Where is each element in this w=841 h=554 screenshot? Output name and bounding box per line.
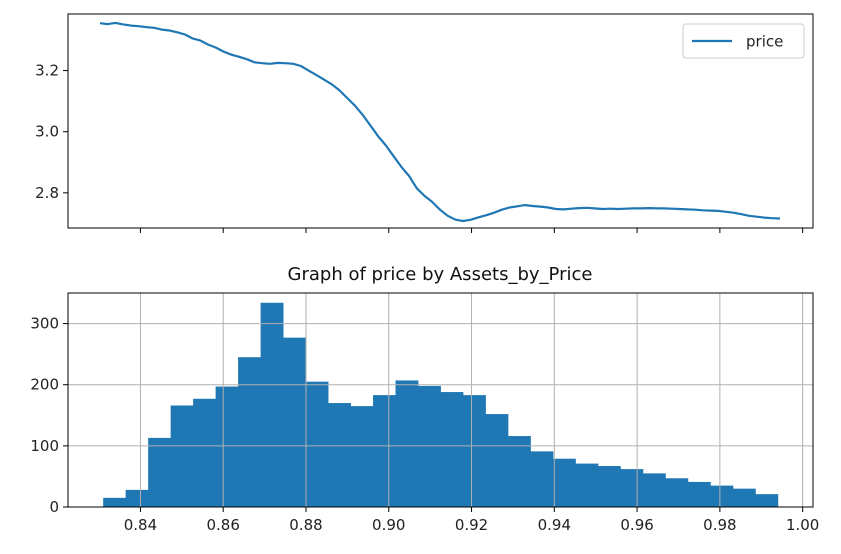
histogram-bars [103, 302, 779, 507]
histogram-bar [440, 392, 464, 507]
x-tick-label: 0.98 [703, 516, 736, 534]
histogram-bar [552, 458, 576, 507]
histogram-bar [642, 473, 666, 507]
histogram-bar [193, 398, 217, 507]
histogram-bar [575, 463, 599, 507]
histogram-bar [283, 337, 306, 507]
series-line-price [99, 21, 781, 223]
histogram-bar [215, 386, 239, 507]
histogram-bar [755, 494, 779, 507]
y-tick-label: 0 [49, 498, 59, 516]
line-chart: 2.8 3.0 3.2 price [35, 13, 814, 233]
histogram-bar [710, 485, 734, 507]
histogram-bar [620, 469, 644, 507]
histogram-bar [395, 380, 419, 507]
bottom-axis-ticks: 0.84 0.86 0.88 0.90 0.92 0.94 0.96 0.98 1.00 0 100… [30, 315, 819, 534]
x-tick-label: 0.84 [124, 516, 157, 534]
histogram-bar [530, 451, 554, 507]
histogram-bar [170, 405, 194, 507]
y-tick-label: 200 [30, 376, 59, 394]
histogram-bar [507, 436, 531, 507]
histogram-bar [597, 466, 621, 507]
histogram-chart: Graph of price by Assets_by_Price 0.84 0.… [30, 264, 819, 534]
x-tick-label: 0.96 [620, 516, 653, 534]
top-y-tick-label: 3.0 [35, 123, 59, 141]
price-series-layer [99, 21, 781, 223]
histogram-bar [238, 357, 261, 507]
y-tick-label: 300 [30, 315, 59, 333]
x-tick-label: 0.94 [538, 516, 571, 534]
histogram-bar [328, 403, 351, 507]
legend-label-price: price [746, 33, 783, 51]
histogram-bar [687, 481, 711, 507]
x-tick-label: 0.90 [372, 516, 405, 534]
histogram-bar [462, 395, 486, 507]
x-tick-label: 0.92 [455, 516, 488, 534]
histogram-bar [665, 478, 689, 507]
top-y-tick-label: 2.8 [35, 184, 59, 202]
chart-title: Graph of price by Assets_by_Price [288, 264, 593, 285]
histogram-bar [305, 381, 329, 507]
top-axis-ticks: 2.8 3.0 3.2 [35, 62, 804, 233]
histogram-bar [418, 385, 441, 507]
histogram-bar [732, 488, 756, 507]
x-tick-label: 0.86 [207, 516, 240, 534]
y-tick-label: 100 [30, 437, 59, 455]
histogram-bar [103, 497, 127, 507]
bottom-axes-frame [67, 292, 814, 508]
histogram-bar [148, 437, 172, 507]
legend-box [682, 23, 805, 59]
histogram-bar [373, 395, 396, 507]
legend: price [682, 23, 805, 59]
x-tick-label: 0.88 [289, 516, 322, 534]
histogram-bar [485, 414, 509, 507]
top-y-tick-label: 3.2 [35, 62, 59, 80]
x-tick-label: 1.00 [786, 516, 819, 534]
top-axes-frame [67, 13, 814, 229]
histogram-bar [260, 302, 284, 507]
histogram-bar [350, 406, 374, 507]
histogram-bar [125, 489, 149, 507]
